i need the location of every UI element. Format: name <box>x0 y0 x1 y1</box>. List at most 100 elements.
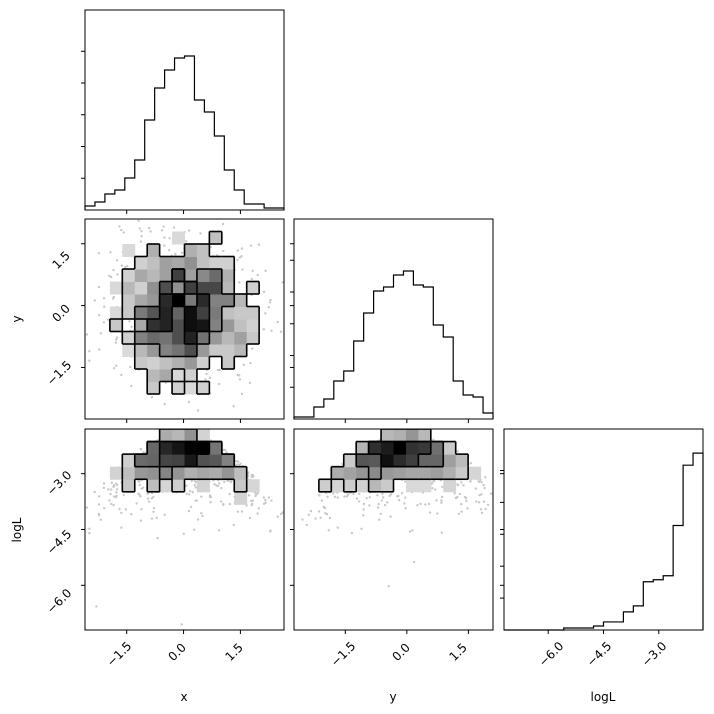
scatter-point <box>318 494 321 497</box>
scatter-point <box>478 493 481 497</box>
scatter-point <box>188 229 191 232</box>
scatter-point <box>428 511 432 514</box>
scatter-point <box>270 499 273 502</box>
density-cell <box>134 269 148 282</box>
scatter-point <box>220 486 223 490</box>
scatter-point <box>469 480 472 483</box>
scatter-point <box>411 529 414 532</box>
scatter-point <box>376 506 380 509</box>
density-cell <box>418 466 432 480</box>
scatter-point <box>52 585 54 587</box>
scatter-point <box>480 493 483 496</box>
density-cell <box>184 454 198 468</box>
scatter-point <box>108 499 111 502</box>
scatter-point <box>270 329 273 332</box>
density-cell <box>343 466 357 480</box>
density-cell <box>221 269 235 282</box>
scatter-point <box>479 508 483 511</box>
density-cell <box>381 429 394 443</box>
scatter-point <box>130 384 133 388</box>
scatter-point <box>167 248 171 252</box>
scatter-point <box>128 320 131 323</box>
scatter-point <box>386 501 389 504</box>
density-cell <box>159 369 173 382</box>
scatter-point <box>120 373 123 377</box>
scatter-point <box>416 503 419 507</box>
density-cell <box>343 454 357 468</box>
density-cell <box>443 466 457 480</box>
scatter-point <box>424 503 427 506</box>
density-cell <box>234 331 248 345</box>
density-cell <box>109 466 123 480</box>
density-cell <box>196 294 210 307</box>
density-cell <box>122 281 136 295</box>
density-cell <box>209 454 223 468</box>
scatter-point <box>379 512 383 516</box>
scatter-point <box>112 268 115 272</box>
density-cell <box>122 269 136 282</box>
density-cell <box>159 281 173 295</box>
scatter-point <box>378 518 381 521</box>
scatter-point <box>358 492 361 496</box>
scatter-point <box>93 490 96 494</box>
scatter-point <box>462 484 465 487</box>
scatter-point <box>174 253 177 256</box>
scatter-point <box>193 422 195 424</box>
density-cell <box>234 294 248 307</box>
scatter-point <box>107 318 110 321</box>
scatter-point <box>139 447 142 451</box>
density-cell <box>159 429 173 443</box>
scatter-point <box>389 493 393 496</box>
scatter-point <box>362 502 366 506</box>
tick-label-logL-neg6.0: −6.0 <box>44 586 75 617</box>
scatter-point <box>139 240 143 243</box>
density-cell <box>393 466 407 480</box>
density-cell <box>159 344 173 357</box>
scatter-point <box>185 492 188 495</box>
density-cell <box>122 479 136 493</box>
tick-label-ycol-1.5: 1.5 <box>446 640 469 663</box>
scatter-point <box>362 514 365 517</box>
scatter-point <box>115 494 118 498</box>
scatter-point <box>138 227 141 230</box>
scatter-point <box>103 305 106 308</box>
density-cell <box>184 256 198 270</box>
scatter-point <box>301 518 304 521</box>
scatter-point <box>288 537 290 539</box>
density-cell <box>430 454 444 468</box>
scatter-point <box>475 500 478 503</box>
density-cell <box>234 466 248 480</box>
density-cell <box>172 466 185 480</box>
scatter-point <box>431 481 434 485</box>
tick-label-x-1.5: 1.5 <box>222 640 245 663</box>
scatter-point <box>251 499 254 502</box>
scatter-point <box>388 494 391 498</box>
density-cell <box>134 344 148 357</box>
scatter-point <box>52 323 54 325</box>
axis-label-logL-bottom: logL <box>591 690 616 704</box>
density-cell <box>246 319 260 332</box>
scatter-point <box>431 486 434 490</box>
scatter-point <box>317 510 321 513</box>
density-cell <box>405 454 419 468</box>
density-cell <box>172 454 185 468</box>
scatter-point <box>276 515 279 518</box>
scatter-point <box>110 481 114 484</box>
scatter-point <box>478 480 481 484</box>
scatter-point <box>235 460 238 463</box>
scatter-point <box>262 290 266 294</box>
density-cell <box>246 306 260 320</box>
axis-label-logL-left: logL <box>10 517 24 542</box>
density-cell <box>209 281 223 295</box>
density-cell <box>393 429 407 443</box>
density-cell <box>443 441 457 455</box>
scatter-point <box>217 382 221 386</box>
scatter-point <box>314 517 317 520</box>
density-cell <box>172 356 185 370</box>
density-cell <box>331 479 345 493</box>
scatter-point <box>497 519 499 521</box>
density-cell <box>134 454 148 468</box>
density-cell <box>122 331 136 345</box>
scatter-point <box>326 495 329 498</box>
scatter-point <box>484 476 487 479</box>
